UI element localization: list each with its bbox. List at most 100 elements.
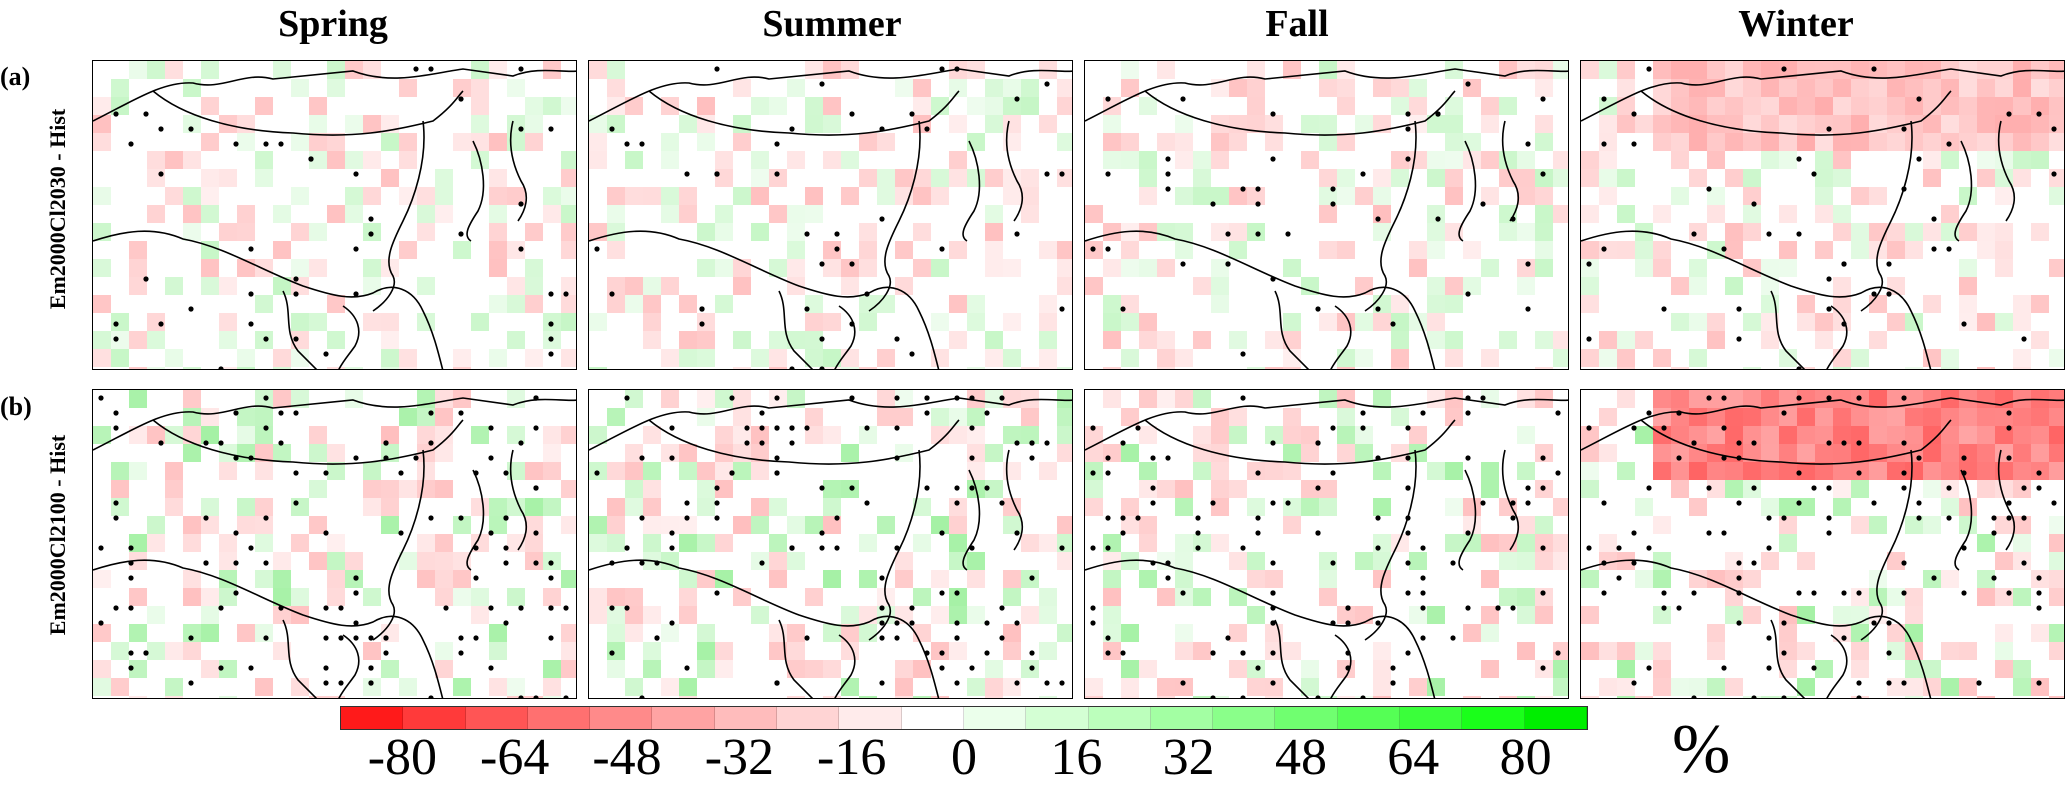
coastline <box>1501 120 1520 222</box>
grid-cell <box>1373 313 1391 331</box>
grid-cell <box>327 534 345 552</box>
grid-cell <box>453 570 471 588</box>
grid-cell <box>1887 624 1905 642</box>
coastline <box>282 290 318 369</box>
significance-dot <box>699 321 705 327</box>
significance-dot <box>218 440 224 446</box>
significance-dot <box>609 126 615 132</box>
grid-cell <box>1337 241 1355 259</box>
grid-cell <box>1869 133 1887 151</box>
grid-cell <box>129 390 147 408</box>
significance-dot <box>1330 425 1336 431</box>
grid-cell <box>769 97 787 115</box>
grid-cell <box>859 367 877 369</box>
grid-cell <box>1193 534 1211 552</box>
grid-cell <box>1887 390 1905 408</box>
grid-cell <box>1977 313 1995 331</box>
row-name-a: Em2000Cl2030 - Hist <box>45 108 70 310</box>
grid-cell <box>1121 624 1139 642</box>
grid-cell <box>1653 349 1671 367</box>
grid-cell <box>769 367 787 369</box>
grid-cell <box>679 534 697 552</box>
significance-dot <box>954 680 960 686</box>
significance-dot <box>1510 500 1516 506</box>
grid-cell <box>237 498 255 516</box>
grid-cell <box>787 660 805 678</box>
coastline <box>93 230 444 369</box>
coastline <box>1826 634 1848 698</box>
significance-dot <box>1661 605 1667 611</box>
grid-cell <box>805 313 823 331</box>
grid-cell <box>1689 169 1707 187</box>
significance-dot <box>1646 66 1652 72</box>
grid-cell <box>1003 390 1021 408</box>
significance-dot <box>263 336 269 342</box>
grid-cell <box>1689 61 1707 79</box>
grid-cell <box>2013 61 2031 79</box>
significance-dot <box>128 575 134 581</box>
significance-dot <box>98 545 104 551</box>
grid-cell <box>543 588 561 606</box>
grid-cell <box>1391 169 1409 187</box>
grid-cell <box>237 115 255 133</box>
significance-dot <box>458 410 464 416</box>
grid-cell <box>201 624 219 642</box>
grid-cell <box>1003 570 1021 588</box>
grid-cell <box>1833 133 1851 151</box>
significance-dot <box>1736 590 1742 596</box>
grid-cell <box>1797 79 1815 97</box>
grid-cell <box>1481 349 1499 367</box>
grid-cell <box>1039 588 1057 606</box>
grid-cell <box>471 115 489 133</box>
grid-cell <box>1103 151 1121 169</box>
grid-cell <box>877 516 895 534</box>
significance-dot <box>1766 515 1772 521</box>
grid-cell <box>165 462 183 480</box>
grid-cell <box>309 444 327 462</box>
grid-cell <box>1409 552 1427 570</box>
grid-cell <box>1175 241 1193 259</box>
grid-cell <box>1283 367 1301 369</box>
grid-cell <box>1211 696 1229 698</box>
grid-cell <box>453 241 471 259</box>
grid-cell <box>147 61 165 79</box>
grid-cell <box>607 97 625 115</box>
grid-cell <box>1103 259 1121 277</box>
grid-cell <box>841 606 859 624</box>
grid-cell <box>219 462 237 480</box>
grid-cell <box>1725 462 1743 480</box>
grid-cell <box>1175 534 1193 552</box>
significance-dot <box>1105 545 1111 551</box>
significance-dot <box>1165 156 1171 162</box>
grid-cell <box>1941 678 1959 696</box>
significance-dot <box>1450 560 1456 566</box>
significance-dot <box>969 425 975 431</box>
grid-cell <box>679 295 697 313</box>
grid-cell <box>507 696 525 698</box>
significance-dot <box>714 171 720 177</box>
grid-cell <box>561 313 576 331</box>
grid-cell <box>661 678 679 696</box>
significance-dot <box>1270 500 1276 506</box>
grid-cell <box>1833 205 1851 223</box>
grid-cell <box>1499 97 1517 115</box>
grid-cell <box>1689 349 1707 367</box>
grid-cell <box>1617 79 1635 97</box>
coastline <box>589 559 940 698</box>
grid-cell <box>525 349 543 367</box>
grid-cell <box>435 588 453 606</box>
grid-cell <box>1319 169 1337 187</box>
grid-cell <box>237 367 255 369</box>
grid-cell <box>1779 444 1797 462</box>
map-panel-a-summer <box>588 60 1073 370</box>
grid-cell <box>2049 97 2064 115</box>
grid-cell <box>1319 79 1337 97</box>
grid-cell <box>345 367 363 369</box>
significance-dot <box>2036 605 2042 611</box>
grid-cell <box>877 295 895 313</box>
grid-cell <box>1887 588 1905 606</box>
significance-dot <box>353 620 359 626</box>
significance-dot <box>1375 545 1381 551</box>
grid-cell <box>841 624 859 642</box>
grid-cell <box>1887 313 1905 331</box>
